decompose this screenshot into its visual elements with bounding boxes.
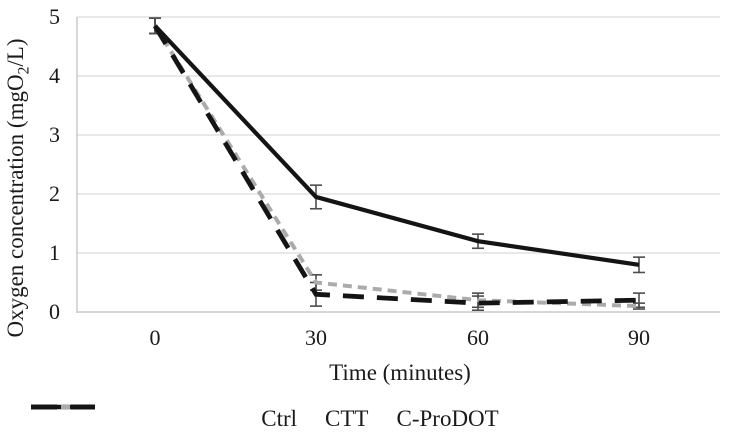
y-tick-label: 1	[49, 240, 60, 265]
series-line-c-prodot	[152, 24, 640, 306]
x-tick-label: 60	[467, 325, 489, 350]
series-line-ctrl	[153, 24, 640, 267]
y-tick-label: 5	[49, 4, 60, 29]
legend-label-ctrl: Ctrl	[261, 406, 298, 431]
x-tick-label: 0	[149, 325, 161, 350]
y-axis-title: Oxygen concentration (mgO2/L)	[2, 0, 33, 388]
y-axis-title-text: Oxygen concentration (mgO	[3, 74, 28, 338]
legend-line-cprodot-icon	[31, 404, 95, 410]
legend-item-cprodot: C-ProDOT	[31, 404, 499, 434]
legend-label-ctt: CTT	[325, 406, 369, 431]
y-tick-label: 0	[49, 299, 60, 324]
y-tick-label: 2	[49, 181, 60, 206]
legend-label-cprodot: C-ProDOT	[396, 406, 499, 431]
legend-item-ctt: CTT	[31, 404, 369, 434]
chart-legend: Ctrl CTT C-ProDOT	[30, 402, 730, 436]
x-tick-label: 30	[305, 325, 327, 350]
x-tick-label: 90	[628, 325, 650, 350]
y-axis-title-unit: /L)	[3, 38, 28, 67]
legend-item-ctrl: Ctrl	[31, 404, 298, 434]
x-axis-title: Time (minutes)	[329, 360, 471, 385]
y-axis-title-subscript: 2	[15, 66, 33, 75]
y-tick-label: 3	[49, 122, 60, 147]
y-tick-label: 4	[49, 63, 60, 88]
series-line-ctt	[153, 24, 640, 309]
